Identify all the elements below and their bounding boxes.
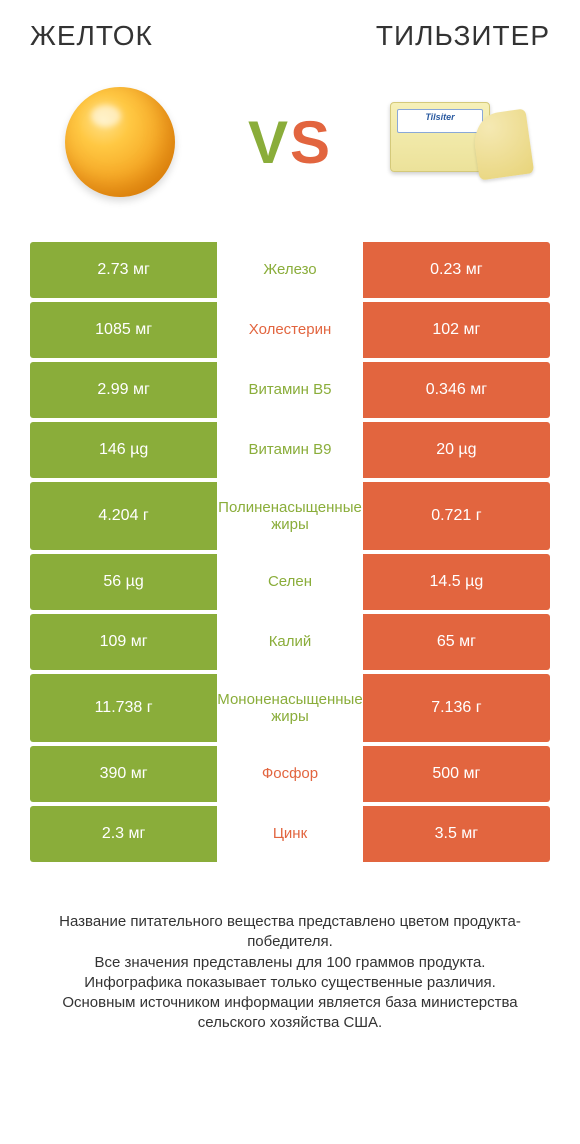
left-value-cell: 2.99 мг — [30, 362, 217, 418]
left-value-cell: 109 мг — [30, 614, 217, 670]
footnote-line: Основным источником информации является … — [34, 993, 546, 1034]
left-value-cell: 146 µg — [30, 422, 217, 478]
table-row: 2.3 мгЦинк3.5 мг — [30, 806, 550, 862]
footnote: Название питательного вещества представл… — [30, 912, 550, 1034]
left-value-cell: 56 µg — [30, 554, 217, 610]
nutrient-label-cell: Мононенасыщенные жиры — [217, 674, 363, 742]
table-row: 4.204 гПолиненасыщенные жиры0.721 г — [30, 482, 550, 550]
right-food-title: Тильзитер — [376, 20, 550, 52]
nutrient-label-cell: Полиненасыщенные жиры — [217, 482, 363, 550]
left-value-cell: 11.738 г — [30, 674, 217, 742]
right-value-cell: 3.5 мг — [363, 806, 550, 862]
table-row: 11.738 гМононенасыщенные жиры7.136 г — [30, 674, 550, 742]
right-value-cell: 102 мг — [363, 302, 550, 358]
right-value-cell: 20 µg — [363, 422, 550, 478]
table-row: 2.73 мгЖелезо0.23 мг — [30, 242, 550, 298]
vs-v: V — [248, 109, 290, 176]
right-value-cell: 0.721 г — [363, 482, 550, 550]
right-value-cell: 65 мг — [363, 614, 550, 670]
right-value-cell: 7.136 г — [363, 674, 550, 742]
right-food-image — [390, 82, 530, 202]
vs-row: VS — [30, 82, 550, 202]
right-value-cell: 0.346 мг — [363, 362, 550, 418]
nutrient-label-cell: Калий — [217, 614, 363, 670]
table-row: 146 µgВитамин B920 µg — [30, 422, 550, 478]
nutrient-label-cell: Холестерин — [217, 302, 363, 358]
nutrient-comparison-table: 2.73 мгЖелезо0.23 мг1085 мгХолестерин102… — [30, 242, 550, 862]
left-value-cell: 4.204 г — [30, 482, 217, 550]
table-row: 56 µgСелен14.5 µg — [30, 554, 550, 610]
right-value-cell: 0.23 мг — [363, 242, 550, 298]
header: Желток Тильзитер — [30, 20, 550, 52]
right-value-cell: 500 мг — [363, 746, 550, 802]
footnote-line: Все значения представлены для 100 граммо… — [34, 953, 546, 973]
vs-label: VS — [248, 108, 332, 177]
footnote-line: Название питательного вещества представл… — [34, 912, 546, 953]
nutrient-label-cell: Селен — [217, 554, 363, 610]
nutrient-label-cell: Витамин B5 — [217, 362, 363, 418]
table-row: 109 мгКалий65 мг — [30, 614, 550, 670]
nutrient-label-cell: Цинк — [217, 806, 363, 862]
tilsiter-cheese-icon — [390, 92, 530, 192]
table-row: 390 мгФосфор500 мг — [30, 746, 550, 802]
left-value-cell: 390 мг — [30, 746, 217, 802]
nutrient-label-cell: Фосфор — [217, 746, 363, 802]
table-row: 1085 мгХолестерин102 мг — [30, 302, 550, 358]
left-value-cell: 1085 мг — [30, 302, 217, 358]
table-row: 2.99 мгВитамин B50.346 мг — [30, 362, 550, 418]
nutrient-label-cell: Витамин B9 — [217, 422, 363, 478]
right-value-cell: 14.5 µg — [363, 554, 550, 610]
left-value-cell: 2.3 мг — [30, 806, 217, 862]
left-food-image — [50, 82, 190, 202]
left-food-title: Желток — [30, 20, 153, 52]
nutrient-label-cell: Железо — [217, 242, 363, 298]
footnote-line: Инфографика показывает только существенн… — [34, 973, 546, 993]
egg-yolk-icon — [65, 87, 175, 197]
left-value-cell: 2.73 мг — [30, 242, 217, 298]
vs-s: S — [290, 109, 332, 176]
